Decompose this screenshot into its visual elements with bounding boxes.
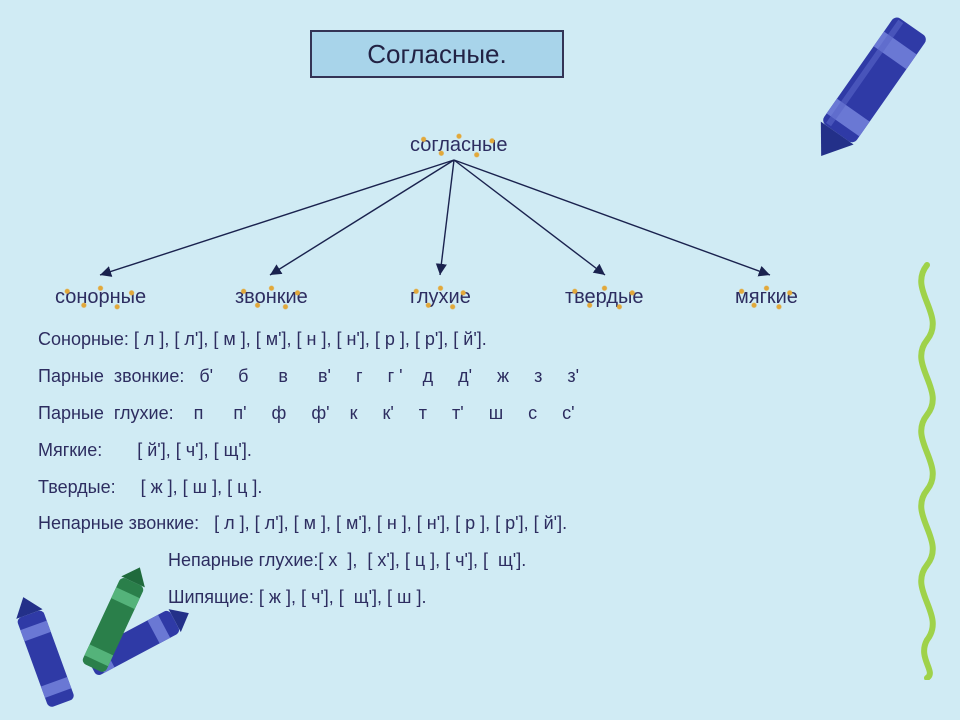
category-node: мягкие xyxy=(725,282,808,313)
crayon-blue-icon xyxy=(790,5,950,185)
category-node: твердые xyxy=(555,282,654,313)
text-line: Сонорные: [ л ], [ л'], [ м ], [ м'], [ … xyxy=(38,330,928,349)
text-line: Непарные звонкие: [ л ], [ л'], [ м ], [… xyxy=(38,514,928,533)
root-node: согласные xyxy=(400,130,518,161)
text-line: Парные звонкие: б' б в в' г г ' д д' ж з… xyxy=(38,367,928,386)
category-label: мягкие xyxy=(735,286,798,308)
category-label: сонорные xyxy=(55,286,146,308)
category-label: звонкие xyxy=(235,286,308,308)
category-node: сонорные xyxy=(45,282,156,313)
category-node: глухие xyxy=(400,282,481,313)
root-label: согласные xyxy=(410,134,508,156)
text-line: Мягкие: [ й'], [ ч'], [ щ']. xyxy=(38,441,928,460)
title-text: Согласные. xyxy=(367,39,507,70)
category-label: твердые xyxy=(565,286,644,308)
category-node: звонкие xyxy=(225,282,318,313)
text-line: Твердые: [ ж ], [ ш ], [ ц ]. xyxy=(38,478,928,497)
category-label: глухие xyxy=(410,286,471,308)
squiggle-icon xyxy=(902,260,952,680)
crayons-left-icon xyxy=(5,555,205,715)
text-line: Парные глухие: п п' ф ф' к к' т т' ш с с… xyxy=(38,404,928,423)
title-box: Согласные. xyxy=(310,30,564,78)
